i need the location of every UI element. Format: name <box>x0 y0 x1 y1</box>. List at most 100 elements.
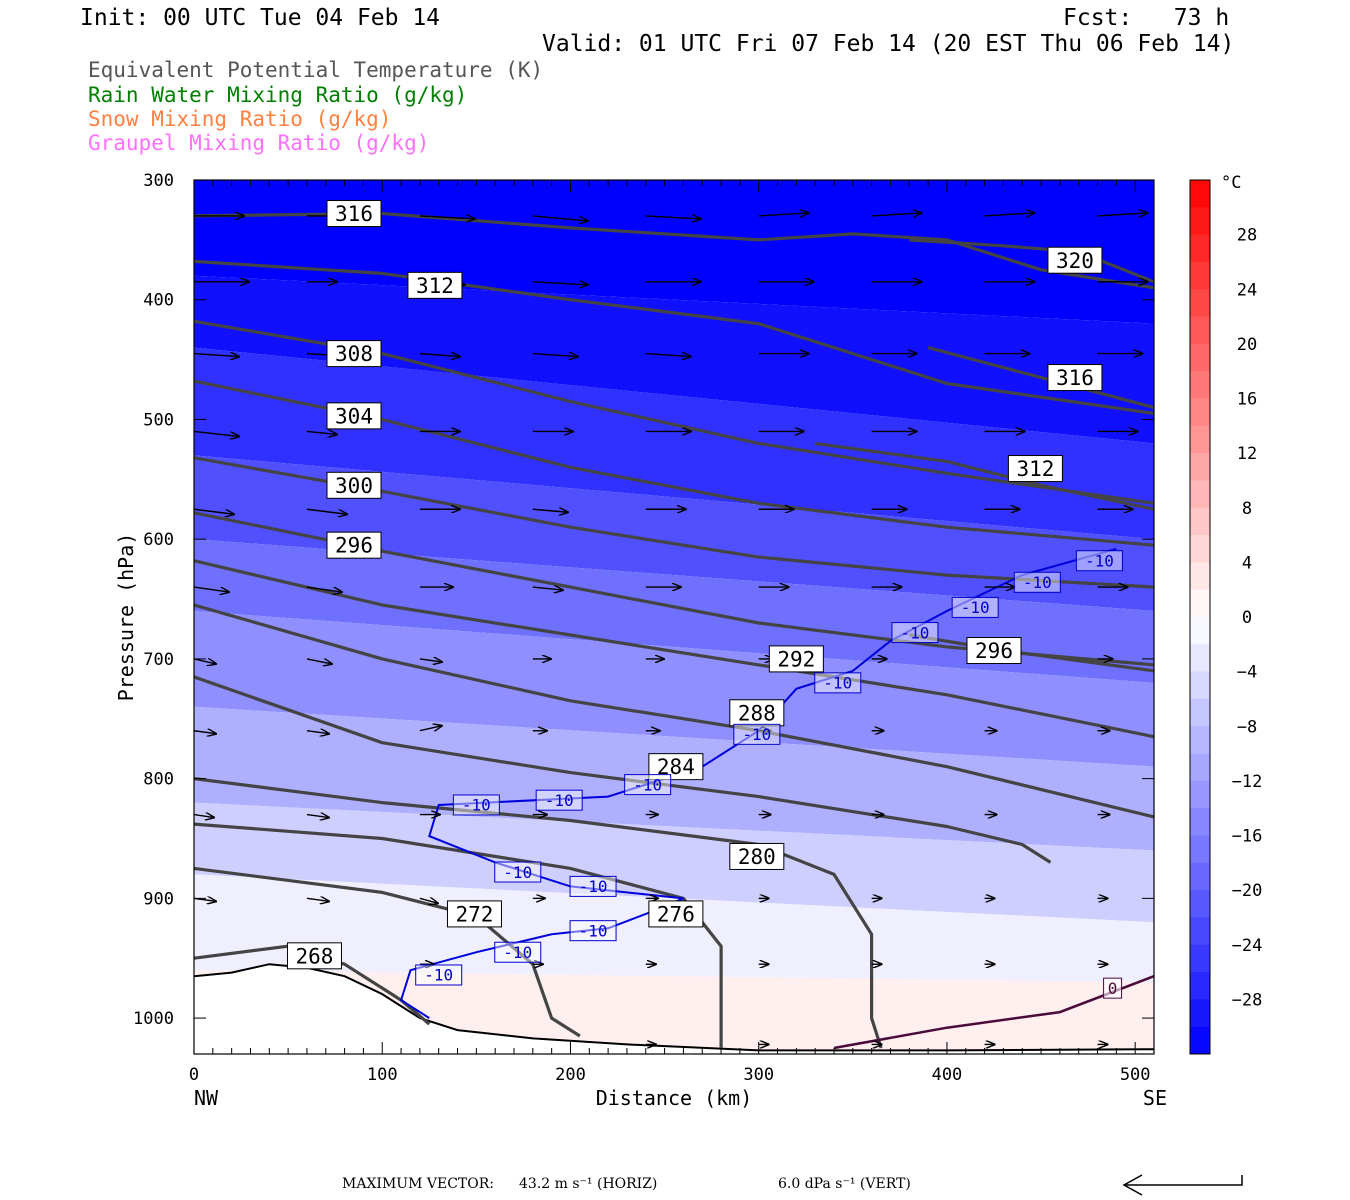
colorbar-swatch <box>1190 316 1210 345</box>
theta-e-contour <box>194 866 581 1038</box>
y-tick-label: 800 <box>143 770 174 790</box>
wind-vector <box>306 659 332 664</box>
wind-vector <box>306 898 329 901</box>
minus10-label-text: -10 <box>900 623 929 642</box>
theta-e-label-box <box>966 637 1022 665</box>
theta-e-label: 268 <box>286 942 342 970</box>
x-tick-label: 100 <box>367 1065 398 1085</box>
wind-vector <box>306 815 329 818</box>
minus10-label-box <box>1075 550 1123 572</box>
colorbar-swatch <box>1190 862 1210 891</box>
colorbar-swatch <box>1190 234 1210 263</box>
y-tick-label: 900 <box>143 889 174 909</box>
x-axis-left-label: NW <box>194 1086 219 1110</box>
wind-vector <box>194 659 216 664</box>
x-tick-label: 400 <box>932 1065 963 1085</box>
terrain-fill <box>194 964 1154 1054</box>
theta-e-label-box <box>1007 455 1063 483</box>
theta-e-label-box <box>326 531 382 559</box>
colorbar-tick-label: 8 <box>1242 499 1252 519</box>
colorbar-swatch <box>1190 507 1210 536</box>
wind-vector <box>871 213 922 216</box>
theta-e-label-text: 288 <box>738 701 776 725</box>
colorbar-swatch <box>1190 644 1210 673</box>
wind-vector <box>419 726 442 731</box>
colorbar-swatch <box>1190 917 1210 946</box>
theta-e-label-text: 312 <box>416 274 454 298</box>
colorbar-frame <box>1189 179 1211 1055</box>
theta-e-label-text: 300 <box>335 474 373 498</box>
init-time: Init: 00 UTC Tue 04 Feb 14 <box>80 5 441 31</box>
theta-e-contour <box>194 211 1154 290</box>
colorbar-swatch <box>1190 425 1210 454</box>
colorbar-tick-label: −24 <box>1232 936 1263 956</box>
minus10-label-text: -10 <box>503 943 532 962</box>
colorbar-swatch <box>1190 562 1210 591</box>
minus10-label: -10 <box>494 941 542 963</box>
theta-e-label-text: 284 <box>657 755 695 779</box>
theta-e-label-box <box>326 471 382 499</box>
colorbar-tick-label: −12 <box>1232 772 1263 792</box>
minus10-label-text: -10 <box>579 921 608 940</box>
zero-label-box <box>1103 977 1123 999</box>
y-tick-label: 500 <box>143 410 174 430</box>
colorbar-swatch <box>1190 480 1210 509</box>
colorbar-swatch <box>1190 398 1210 427</box>
zero-label-text: 0 <box>1108 979 1118 998</box>
colorbar-swatch <box>1190 890 1210 918</box>
theta-e-label: 312 <box>1007 455 1063 483</box>
theta-e-label-text: 276 <box>657 902 695 926</box>
colorbar-swatch <box>1190 1026 1210 1055</box>
theta-e-label-box <box>326 402 382 430</box>
colorbar-tick-label: 24 <box>1237 280 1257 300</box>
y-tick-label: 600 <box>143 530 174 550</box>
max-vector-label: MAXIMUM VECTOR: <box>342 1176 494 1192</box>
wind-vector <box>419 659 442 662</box>
theta-e-contour <box>194 822 723 1048</box>
minus10-label: -10 <box>951 596 999 618</box>
x-tick-label: 300 <box>743 1065 774 1085</box>
theta-e-label-box <box>729 699 785 727</box>
theta-e-label: 272 <box>446 900 502 928</box>
theta-e-label-box <box>648 753 704 781</box>
minus10-isotherm <box>399 547 1117 1019</box>
wind-vector <box>758 213 809 216</box>
colorbar-tick-label: −4 <box>1237 663 1257 683</box>
colorbar-tick-label: −20 <box>1232 881 1263 901</box>
y-tick-label: 300 <box>143 171 174 191</box>
colorbar-swatch <box>1190 835 1210 864</box>
x-tick-label: 0 <box>189 1065 199 1085</box>
wind-vector <box>532 215 588 221</box>
wind-vector <box>306 508 347 514</box>
colorbar-swatch <box>1190 753 1210 782</box>
minus10-label-text: -10 <box>1085 551 1114 570</box>
wind-vector <box>532 587 563 590</box>
temperature-band <box>194 802 1154 923</box>
y-tick-label: 700 <box>143 650 174 670</box>
zero-label: 0 <box>1103 977 1123 999</box>
wind-vector <box>532 509 568 512</box>
minus10-label: -10 <box>452 794 500 816</box>
theta-e-label-box <box>648 900 704 928</box>
y-axis-title: Pressure (hPa) <box>114 533 138 702</box>
minus10-label-text: -10 <box>742 725 771 744</box>
theta-e-contour <box>194 559 1154 739</box>
minus10-label: -10 <box>494 861 542 883</box>
max-vector-horiz: 43.2 m s⁻¹ (HORIZ) <box>519 1176 658 1192</box>
minus10-label-box <box>733 723 781 745</box>
theta-e-contour <box>194 259 1154 416</box>
theta-e-label: 300 <box>326 471 382 499</box>
theta-e-label-text: 272 <box>456 902 494 926</box>
theta-e-label: 320 <box>1047 246 1103 274</box>
minus10-label: -10 <box>733 723 781 745</box>
minus10-label-text: -10 <box>579 877 608 896</box>
theta-e-label: 312 <box>407 271 463 299</box>
legend-graupel: Graupel Mixing Ratio (g/kg) <box>88 131 430 155</box>
colorbar-swatch <box>1190 780 1210 809</box>
minus10-label: -10 <box>415 964 463 986</box>
colorbar-swatch <box>1190 207 1210 236</box>
theta-e-label: 284 <box>648 753 704 781</box>
wind-vector <box>984 213 1035 216</box>
wind-vector <box>306 431 337 434</box>
theta-e-label-box <box>1047 364 1103 392</box>
